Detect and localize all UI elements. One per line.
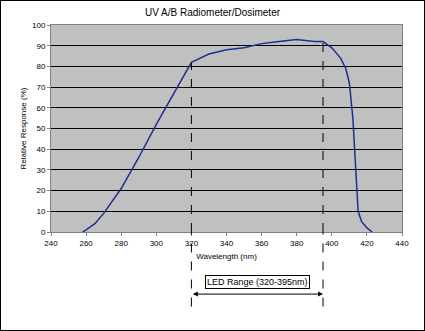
svg-text:260: 260 (79, 239, 93, 248)
svg-text:20: 20 (36, 186, 45, 195)
svg-text:80: 80 (36, 62, 45, 71)
svg-text:60: 60 (36, 104, 45, 113)
svg-text:240: 240 (44, 239, 58, 248)
svg-text:30: 30 (36, 166, 45, 175)
svg-text:320: 320 (185, 239, 199, 248)
svg-text:50: 50 (36, 124, 45, 133)
svg-text:UV A/B Radiometer/Dosimeter: UV A/B Radiometer/Dosimeter (145, 7, 281, 18)
svg-text:Relative Response (%): Relative Response (%) (19, 87, 28, 169)
svg-text:40: 40 (36, 145, 45, 154)
svg-text:100: 100 (32, 21, 46, 30)
svg-text:280: 280 (115, 239, 129, 248)
svg-text:LED Range (320-395nm): LED Range (320-395nm) (207, 277, 308, 287)
svg-text:420: 420 (360, 239, 374, 248)
svg-text:380: 380 (290, 239, 304, 248)
svg-text:70: 70 (36, 83, 45, 92)
svg-text:0: 0 (41, 228, 46, 237)
svg-text:360: 360 (255, 239, 269, 248)
svg-text:90: 90 (36, 42, 45, 51)
svg-text:10: 10 (36, 207, 45, 216)
svg-text:400: 400 (325, 239, 339, 248)
svg-text:300: 300 (150, 239, 164, 248)
svg-text:440: 440 (395, 239, 409, 248)
svg-text:Wavelength (nm): Wavelength (nm) (196, 252, 257, 261)
svg-text:340: 340 (220, 239, 234, 248)
